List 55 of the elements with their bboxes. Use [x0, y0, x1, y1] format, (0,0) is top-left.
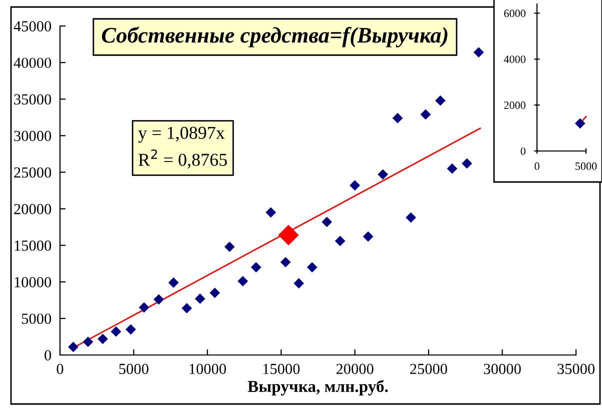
- point: [392, 112, 403, 124]
- annotation: R$^{2}$ = 0,8765: [138, 149, 227, 169]
- point: [294, 278, 304, 289]
- y-tick-label: 15000: [14, 240, 52, 251]
- point: [322, 216, 332, 228]
- point: [378, 169, 388, 180]
- y-tick-label: 40000: [14, 58, 52, 68]
- x-tick-label: 5000: [119, 364, 148, 374]
- point: [82, 336, 94, 348]
- y-tick-label: 0: [520, 147, 526, 155]
- point: [182, 303, 192, 314]
- point: [250, 262, 262, 272]
- point: [238, 276, 248, 286]
- point: [362, 231, 374, 242]
- point: [334, 236, 346, 246]
- y-tick-label: 20000: [14, 204, 52, 214]
- x-tick-label: 10000: [190, 364, 226, 374]
- point: [168, 277, 179, 288]
- point: [98, 334, 108, 344]
- x-tick-label: 20000: [336, 364, 374, 374]
- x-tick-label: 25000: [410, 364, 448, 374]
- point: [266, 207, 276, 218]
- x-axis-title: Выручка, млн.руб.: [248, 380, 388, 396]
- point: [474, 47, 484, 58]
- point: [154, 294, 164, 305]
- point: [210, 288, 220, 298]
- point: [435, 95, 446, 106]
- point: [406, 212, 416, 223]
- point: [278, 224, 299, 246]
- point: [138, 302, 150, 313]
- y-tick-label: 6000: [504, 10, 526, 18]
- y-tick-label: 10000: [14, 277, 52, 288]
- point: [110, 326, 122, 337]
- annotation: y = 1,0897x: [138, 126, 225, 143]
- point: [446, 163, 458, 174]
- chart-title: Собственные средства=f(Выручка): [102, 26, 448, 48]
- point: [224, 242, 235, 252]
- y-tick-label: 4000: [504, 56, 526, 64]
- x-tick-label: 15000: [263, 364, 300, 374]
- point: [420, 109, 431, 120]
- y-tick-label: 45000: [14, 21, 52, 32]
- x-tick-label: 0: [56, 364, 64, 374]
- point: [126, 324, 136, 335]
- y-tick-label: 30000: [14, 130, 52, 142]
- y-tick-label: 5000: [22, 314, 52, 324]
- point: [194, 294, 206, 304]
- point: [350, 180, 360, 191]
- point: [306, 262, 318, 272]
- point: [462, 158, 472, 169]
- y-tick-label: 0: [44, 350, 52, 360]
- y-tick-label: 35000: [14, 94, 52, 105]
- point: [280, 256, 291, 268]
- point: [68, 342, 78, 352]
- y-tick-label: 2000: [504, 102, 526, 110]
- x-tick-label: 35000: [558, 364, 595, 374]
